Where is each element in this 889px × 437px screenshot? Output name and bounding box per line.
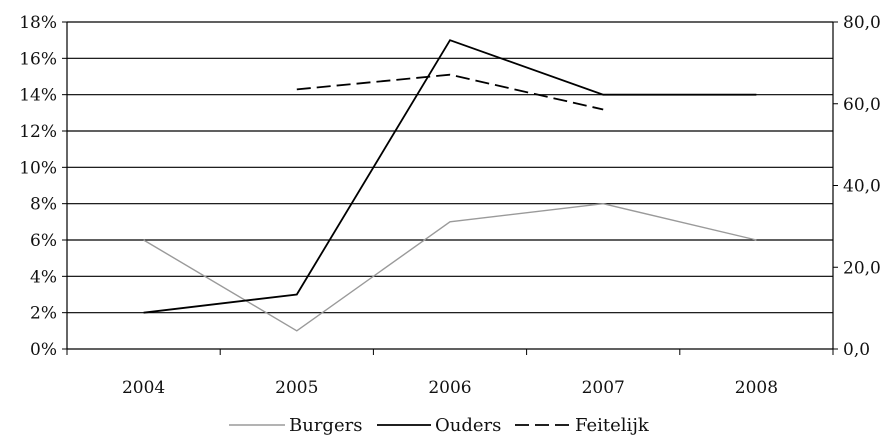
y-left-tick-label: 2% [30, 304, 57, 324]
x-tick-label: 2005 [275, 378, 318, 398]
legend: Burgers Ouders Feitelijk [229, 415, 650, 436]
legend-label-feitelijk: Feitelijk [575, 415, 650, 436]
series-line-burgers [143, 202, 757, 332]
y-left-tick-label: 14% [19, 86, 57, 106]
x-tick-label: 2004 [122, 378, 165, 398]
y-left-tick-label: 18% [19, 13, 57, 33]
y-left-tick-label: 4% [30, 267, 57, 287]
y-right-tick-label: 60,0 [843, 95, 881, 115]
y-left-tick-label: 16% [19, 49, 57, 69]
y-right-tick-label: 80,0 [843, 13, 881, 33]
series-line-feitelijk [296, 73, 604, 111]
legend-label-burgers: Burgers [289, 415, 362, 436]
gridlines [67, 21, 833, 314]
y-left-tick-label: 10% [19, 158, 57, 178]
x-tick-label: 2006 [428, 378, 471, 398]
y-right-tick-label: 0,0 [843, 340, 870, 360]
series-line-ouders [143, 39, 757, 314]
axes: 0% 2% 4% 6% 8% 10% 12% 14% 16% 18% 0,0 20,0 40,0 60,0… [19, 13, 881, 398]
x-tick-label: 2007 [582, 378, 625, 398]
y-right-tick-label: 20,0 [843, 258, 881, 278]
legend-label-ouders: Ouders [435, 415, 501, 436]
y-right-tick-label: 40,0 [843, 177, 881, 197]
series-lines [143, 39, 757, 332]
y-left-tick-label: 0% [30, 340, 57, 360]
y-left-tick-label: 8% [30, 195, 57, 215]
y-left-tick-label: 12% [19, 122, 57, 142]
y-left-tick-label: 6% [30, 231, 57, 251]
x-tick-label: 2008 [735, 378, 778, 398]
